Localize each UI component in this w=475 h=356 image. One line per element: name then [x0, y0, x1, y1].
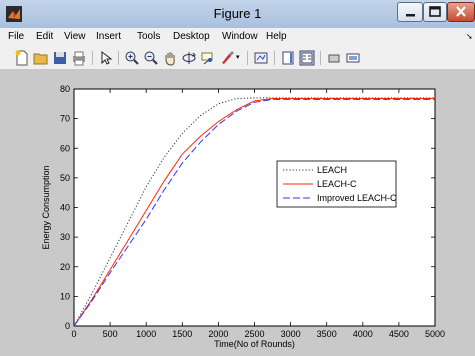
figure-canvas: 0 500 1000 1500 2000 2500 3000 3500 4000 4500 5000… — [0, 70, 475, 356]
menu-view[interactable]: View — [64, 31, 86, 42]
series-line-2 — [73, 98, 435, 327]
minimize-button[interactable] — [397, 2, 423, 22]
menu-overflow-icon[interactable]: ➘ — [466, 32, 473, 41]
brush-dropdown-icon[interactable]: ▾ — [236, 54, 240, 61]
y-tick-label: 10 — [60, 291, 70, 301]
x-tick-label: 2000 — [208, 329, 228, 339]
x-tick-label: 1000 — [136, 329, 156, 339]
x-tick-label: 500 — [103, 329, 118, 339]
rotate-3d-icon[interactable] — [181, 50, 197, 66]
pointer-icon[interactable] — [98, 50, 114, 66]
x-tick-label: 2500 — [244, 329, 264, 339]
link-plot-icon[interactable] — [253, 50, 269, 66]
zoom-in-icon[interactable] — [124, 50, 140, 66]
x-tick-label: 1500 — [172, 329, 192, 339]
figure-toolbar: ▾ — [0, 46, 475, 70]
maximize-button[interactable] — [423, 2, 447, 22]
menu-edit[interactable]: Edit — [36, 31, 54, 42]
menu-file[interactable]: File — [8, 31, 25, 42]
y-tick-label: 80 — [60, 84, 70, 94]
y-tick-label: 40 — [60, 203, 70, 213]
legend-label-2: LEACH-C — [317, 179, 357, 189]
window-title: Figure 1 — [213, 6, 262, 21]
toolbar-separator — [118, 51, 119, 65]
x-tick-label: 5000 — [425, 329, 445, 339]
y-axis-label: Energy Consumption — [41, 165, 51, 249]
maximize-icon — [429, 6, 441, 17]
menu-help[interactable]: Help — [266, 31, 287, 42]
toolbar-separator — [274, 51, 275, 65]
x-tick-label: 3000 — [281, 329, 301, 339]
open-file-icon[interactable] — [33, 50, 49, 66]
menu-tools[interactable]: Tools — [137, 31, 161, 42]
plot-area — [73, 88, 436, 327]
series-line-3 — [73, 98, 435, 327]
zoom-out-icon[interactable] — [143, 50, 159, 66]
save-icon[interactable] — [52, 50, 68, 66]
y-tick-label: 60 — [60, 143, 70, 153]
legend-label-3: Improved LEACH-C — [317, 193, 397, 203]
hide-plot-tools-icon[interactable] — [326, 50, 342, 66]
x-tick-label: 3500 — [317, 329, 337, 339]
show-plot-tools-icon[interactable] — [345, 50, 361, 66]
y-tick-label: 20 — [60, 262, 70, 272]
menu-window[interactable]: Window — [222, 31, 258, 42]
close-icon — [456, 6, 466, 17]
new-figure-icon[interactable] — [14, 50, 30, 66]
menu-insert[interactable]: Insert — [96, 31, 122, 42]
x-tick-label: 4000 — [353, 329, 373, 339]
title-bar: Figure 1 — [0, 0, 475, 28]
colorbar-icon[interactable] — [280, 50, 296, 66]
y-tick-label: 50 — [60, 173, 70, 183]
data-cursor-icon[interactable] — [200, 50, 216, 66]
y-tick-label: 70 — [60, 114, 70, 124]
brush-icon[interactable] — [219, 50, 235, 66]
toolbar-separator — [92, 51, 93, 65]
energy-consumption-chart: 0 500 1000 1500 2000 2500 3000 3500 4000 4500 5000… — [41, 84, 445, 349]
y-tick-label: 0 — [65, 321, 70, 331]
x-axis-label: Time(No of Rounds) — [214, 339, 295, 349]
toolbar-separator — [247, 51, 248, 65]
menu-desktop[interactable]: Desktop — [173, 31, 210, 42]
x-tick-label: 4500 — [389, 329, 409, 339]
minimize-icon — [406, 14, 415, 17]
close-button[interactable] — [447, 2, 475, 22]
matlab-logo-icon — [6, 6, 22, 22]
pan-icon[interactable] — [162, 50, 178, 66]
menu-bar: File Edit View Insert Tools Desktop Wind… — [0, 28, 475, 46]
x-tick-label: 0 — [71, 329, 76, 339]
print-icon[interactable] — [71, 50, 87, 66]
legend-label-1: LEACH — [317, 165, 347, 175]
toolbar-separator — [320, 51, 321, 65]
y-tick-label: 30 — [60, 232, 70, 242]
legend-icon[interactable] — [299, 50, 315, 66]
